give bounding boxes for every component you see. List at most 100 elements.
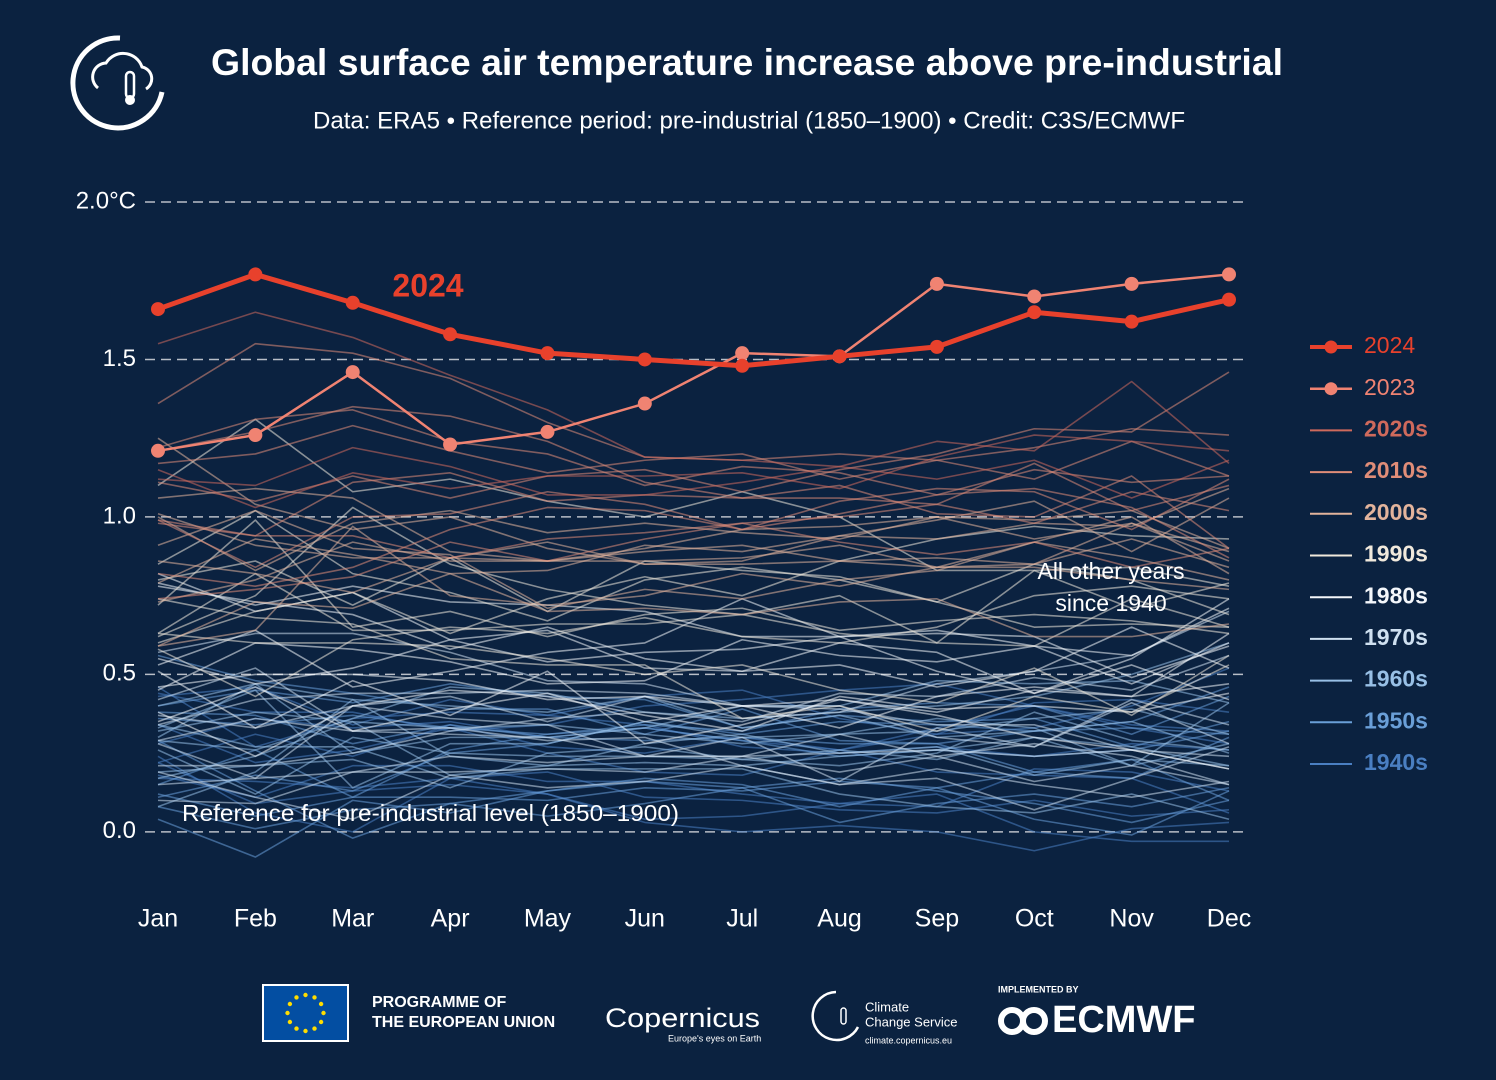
eu-text: THE EUROPEAN UNION — [372, 1014, 555, 1031]
point — [1027, 289, 1042, 304]
year-line — [157, 434, 1230, 509]
year-line — [157, 755, 1230, 833]
x-tick-label: Jun — [625, 905, 665, 933]
legend-label: 2000s — [1364, 499, 1428, 525]
x-tick-label: Sep — [915, 905, 959, 933]
year-line — [157, 446, 1230, 499]
series-annotation: 2024 — [392, 267, 463, 303]
point — [832, 349, 847, 364]
point — [151, 302, 165, 317]
c3s-text: Change Service — [865, 1014, 958, 1029]
point — [345, 295, 360, 310]
x-tick-label: Apr — [431, 905, 470, 933]
year-line — [157, 711, 1230, 795]
year-line — [157, 525, 1230, 644]
legend-label: 1980s — [1364, 582, 1428, 608]
eu-star — [287, 1001, 293, 1007]
eu-star — [294, 995, 299, 1000]
eu-star — [303, 992, 308, 998]
year-line — [157, 487, 1230, 584]
eu-star — [318, 1001, 324, 1007]
year-line — [157, 487, 1230, 588]
year-line — [157, 689, 1230, 789]
y-tick-label: 0.0 — [103, 817, 136, 844]
x-tick-label: Oct — [1015, 905, 1054, 933]
other-years-note: All other years — [1037, 558, 1184, 584]
year-line — [157, 585, 1230, 698]
year-line — [157, 522, 1230, 603]
highlight-line — [157, 271, 1230, 369]
reference-note: Reference for pre-industrial level (1850… — [182, 800, 679, 826]
x-tick-label: Aug — [817, 905, 861, 933]
legend-marker — [1324, 340, 1338, 354]
point — [345, 365, 360, 380]
year-line — [157, 673, 1230, 713]
eu-text: PROGRAMME OF — [372, 994, 506, 1011]
year-line — [157, 638, 1230, 691]
eu-star — [312, 995, 317, 1000]
legend-label: 1960s — [1364, 666, 1428, 692]
legend-label: 2023 — [1364, 374, 1415, 400]
chart-title: Global surface air temperature increase … — [211, 42, 1283, 83]
eu-flag — [262, 984, 349, 1042]
y-tick-label: 1.5 — [103, 345, 136, 372]
c3s-text: Climate — [865, 999, 909, 1014]
year-line — [157, 717, 1230, 799]
chart-subtitle: Data: ERA5 • Reference period: pre-indus… — [313, 107, 1185, 134]
point — [735, 346, 750, 361]
year-line — [157, 598, 1230, 688]
x-tick-label: Dec — [1207, 905, 1251, 933]
point — [151, 443, 165, 458]
year-line — [157, 585, 1230, 701]
year-line — [157, 516, 1230, 594]
year-line — [157, 777, 1230, 858]
eu-star — [318, 1019, 324, 1025]
point — [1124, 314, 1139, 329]
y-tick-label: 2.0°C — [76, 187, 136, 214]
year-line — [157, 654, 1230, 745]
point — [637, 352, 652, 367]
point — [248, 428, 263, 443]
c3s-small-logo — [811, 990, 860, 1042]
copernicus-logo: Copernicus — [605, 1003, 760, 1033]
year-line — [157, 598, 1230, 732]
year-line — [157, 509, 1230, 610]
year-line — [157, 525, 1230, 647]
legend-label: 2020s — [1364, 415, 1428, 441]
point — [540, 424, 555, 439]
legend-label: 2024 — [1364, 332, 1415, 358]
other-years-note: since 1940 — [1055, 590, 1166, 616]
eu-star — [287, 1019, 293, 1025]
ecmwf-logo: ECMWF — [1052, 999, 1196, 1041]
point — [1222, 292, 1236, 307]
legend-label: 2010s — [1364, 457, 1428, 483]
year-line — [157, 610, 1230, 780]
legend: 2024 2023 2020s 2010s 2000s 1990s 1980s 1970s 19… — [1310, 332, 1428, 775]
point — [929, 339, 944, 354]
legend-label: 1990s — [1364, 541, 1428, 567]
year-line — [157, 371, 1230, 502]
legend-label: 1950s — [1364, 707, 1428, 733]
year-line — [158, 654, 1230, 767]
year-line — [157, 509, 1230, 622]
c3s-url: climate.copernicus.eu — [865, 1035, 952, 1045]
year-line — [157, 777, 1229, 843]
point — [735, 358, 750, 373]
year-line — [157, 490, 1230, 559]
legend-label: 1970s — [1364, 624, 1428, 650]
implemented-by: IMPLEMENTED BY — [998, 984, 1079, 994]
legend-label: 1940s — [1364, 749, 1428, 775]
year-line — [157, 761, 1230, 852]
year-line — [157, 746, 1230, 821]
year-line — [157, 522, 1230, 600]
eu-star — [285, 1010, 290, 1016]
legend-marker — [1324, 382, 1338, 396]
plot-lines — [151, 267, 1236, 858]
x-tick-label: May — [524, 905, 572, 933]
year-line — [157, 786, 1230, 830]
grid: 0.0 0.5 1.0 1.5 2.0°C Jan Feb Mar Apr May Jun Jul Au… — [76, 187, 1252, 932]
point — [637, 396, 652, 411]
point — [540, 346, 555, 361]
